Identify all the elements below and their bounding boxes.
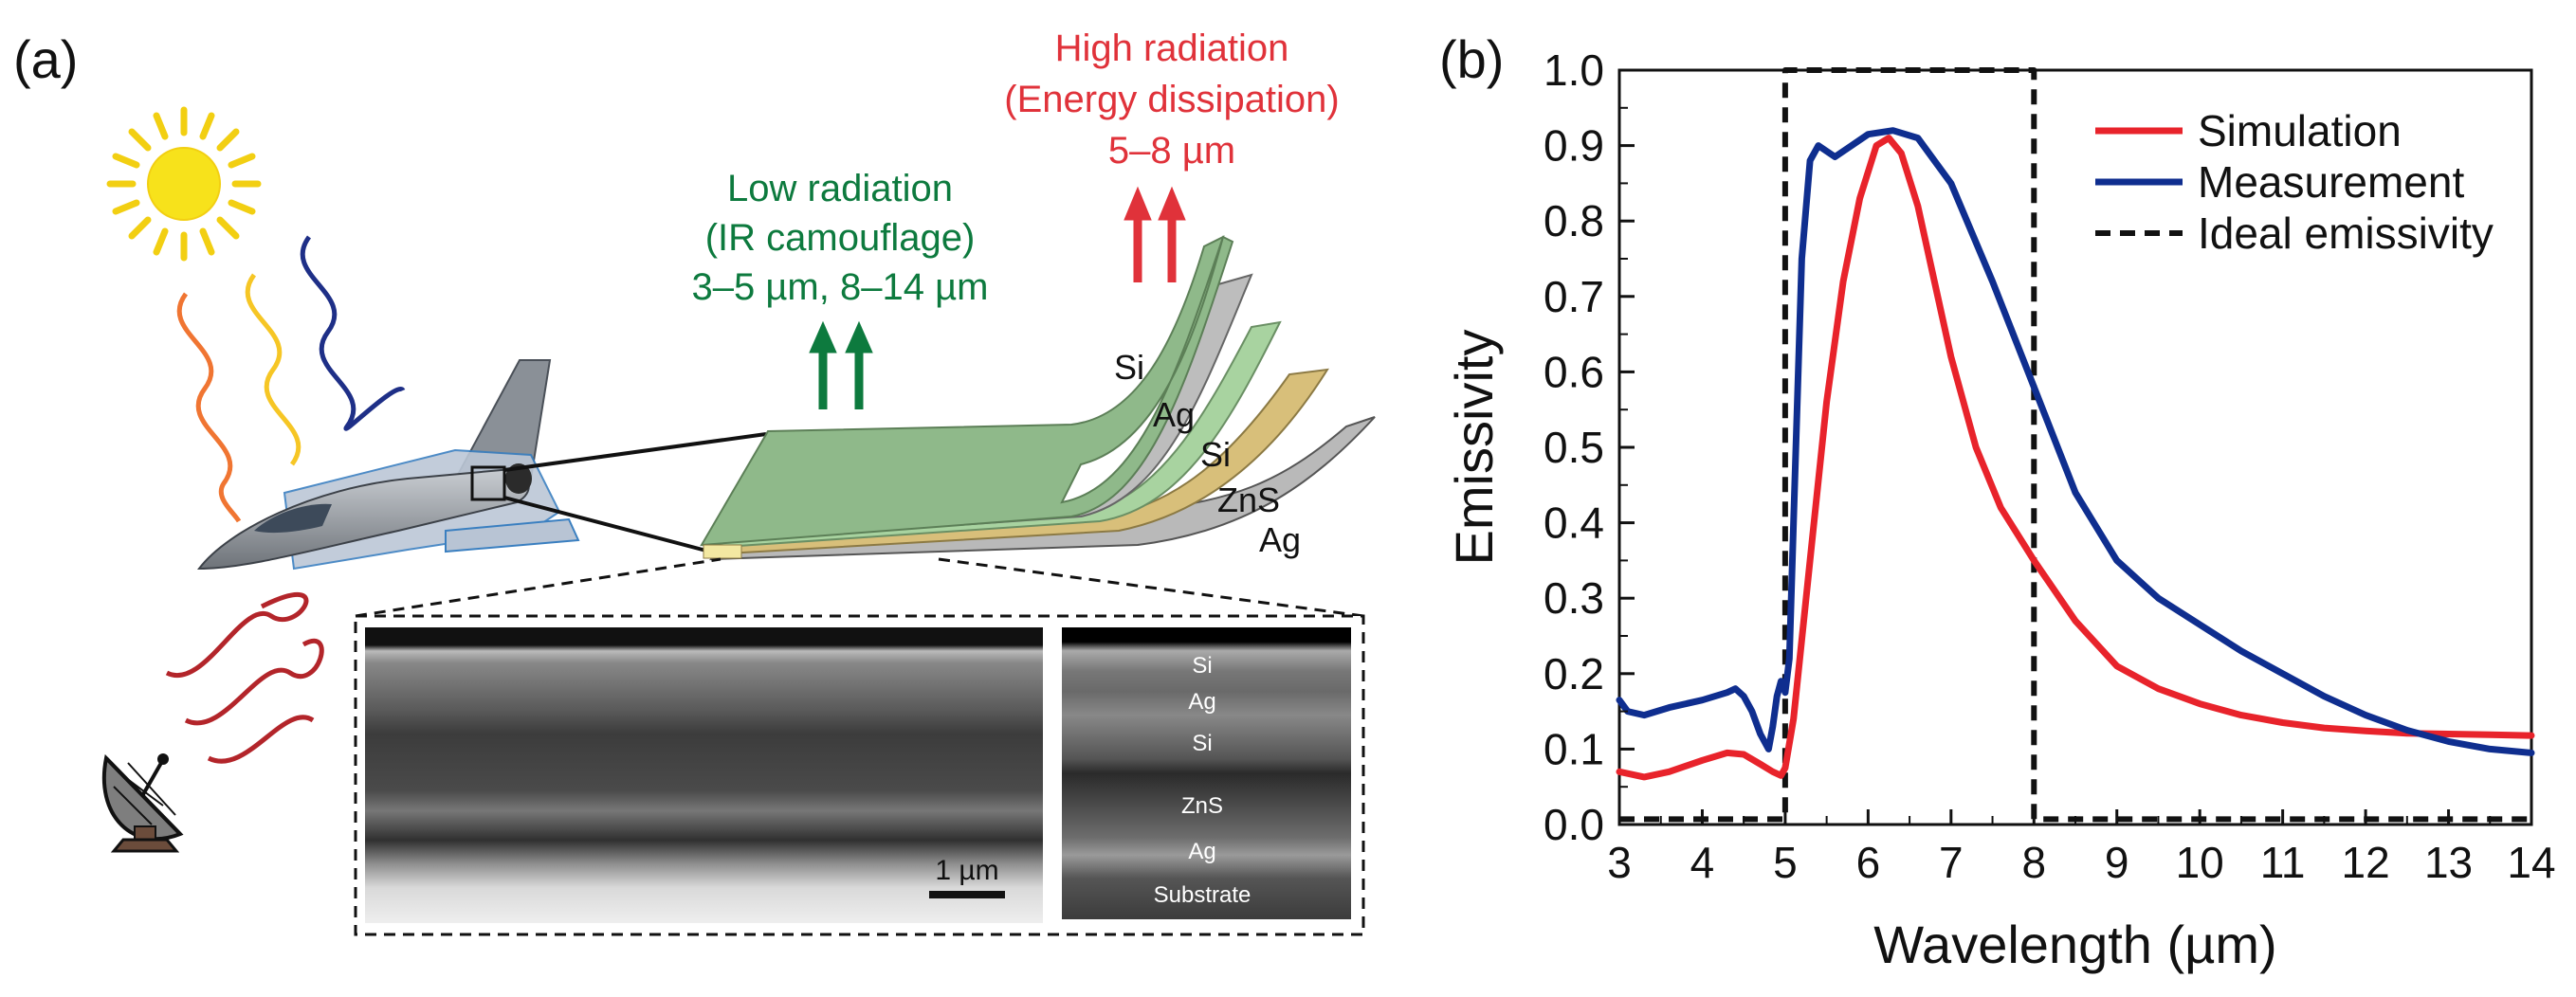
scale-bar: [929, 891, 1005, 898]
y-tick-label: 0.1: [1544, 724, 1604, 773]
scale-bar-label: 1 µm: [935, 855, 998, 886]
sem-label-ag-2: Ag: [1188, 839, 1215, 864]
panel-b: (b) 3 4 5 6 7 8 9 10 11 12 13 14 0.0 0.1 0.2 0.3 0.4 0.5…: [1439, 29, 2556, 974]
wave-red-2: [184, 639, 324, 726]
y-axis-title: Emissivity: [1444, 330, 1504, 566]
x-tick-label: 7: [1939, 838, 1964, 887]
low-radiation-subtitle: (IR camouflage): [705, 217, 976, 259]
legend-label: Measurement: [2198, 157, 2464, 207]
sem-label-ag-1: Ag: [1188, 689, 1215, 715]
legend-label: Ideal emissivity: [2198, 208, 2494, 258]
zoom-line-top: [503, 432, 767, 472]
aircraft-icon: [196, 359, 580, 571]
high-radiation-subtitle: (Energy dissipation): [1004, 79, 1340, 120]
emissivity-chart: 3 4 5 6 7 8 9 10 11 12 13 14 0.00.10.20.30.40.50.60…: [1444, 45, 2556, 974]
series-measurement: [1616, 127, 2535, 756]
x-tick-label: 12: [2342, 838, 2390, 887]
high-radiation-arrows: [1124, 186, 1186, 282]
sem-image-wide: [365, 627, 1043, 923]
sem-label-si-1: Si: [1192, 653, 1212, 679]
y-tick-label: 0.6: [1544, 347, 1604, 396]
wave-orange: [176, 292, 242, 523]
x-tick-label: 3: [1607, 838, 1632, 887]
multilayer-stack: [700, 235, 1376, 561]
series-simulation: [1616, 135, 2535, 781]
x-tick-label: 14: [2507, 838, 2555, 887]
x-tick-label: 5: [1773, 838, 1798, 887]
sem-image-zoom: [1062, 627, 1351, 919]
sem-label-si-2: Si: [1192, 731, 1212, 756]
y-tick-label: 0.2: [1544, 649, 1604, 698]
series-layer: [1616, 67, 2535, 823]
x-tick-label: 11: [2260, 838, 2306, 887]
high-radiation-title: High radiation: [1055, 27, 1289, 69]
x-axis-ticks: 3 4 5 6 7 8 9 10 11 12 13 14: [1607, 809, 2556, 887]
low-radiation-arrows: [809, 320, 873, 409]
high-radiation-bands: 5–8 µm: [1108, 130, 1235, 172]
wave-navy: [300, 235, 406, 431]
y-axis-ticks: 0.0 0.1 0.2 0.3 0.4 0.5 0.6 0.7 0.8 0.9 1.0: [1544, 45, 1635, 849]
wave-red-3: [207, 715, 315, 764]
sem-label-zns: ZnS: [1181, 793, 1223, 819]
sem-label-substrate: Substrate: [1154, 882, 1251, 908]
y-tick-label: 0.3: [1544, 573, 1604, 623]
sem-inset: 1 µm Si Ag Si ZnS Ag Substrate: [354, 557, 1365, 936]
wave-yellow: [245, 273, 301, 466]
y-tick-label: 0.7: [1544, 272, 1604, 321]
x-axis-title: Wavelength (µm): [1873, 915, 2276, 974]
x-tick-label: 9: [2105, 838, 2129, 887]
x-tick-label: 6: [1856, 838, 1881, 887]
layer-label-si-top: Si: [1114, 348, 1144, 387]
y-tick-label: 0.8: [1544, 196, 1604, 245]
layer-label-zns: ZnS: [1217, 480, 1280, 519]
layer-label-ag-1: Ag: [1153, 395, 1195, 434]
series-ideal-emissivity: [1619, 67, 2531, 823]
low-radiation-bands: 3–5 µm, 8–14 µm: [692, 266, 989, 308]
y-tick-label: 1.0: [1544, 45, 1604, 95]
x-tick-label: 8: [2021, 838, 2046, 887]
radar-dish-icon: [101, 753, 184, 853]
panel-b-label: (b): [1439, 29, 1504, 89]
sun-icon: [106, 106, 262, 262]
y-tick-label: 0.0: [1544, 800, 1604, 849]
y-tick-label: 0.9: [1544, 121, 1604, 171]
layer-label-si-2: Si: [1200, 435, 1231, 474]
wave-red-1: [165, 592, 309, 679]
layer-label-ag-2: Ag: [1259, 520, 1301, 559]
x-tick-label: 13: [2424, 838, 2473, 887]
legend-label: Simulation: [2198, 106, 2402, 155]
y-tick-label: 0.4: [1544, 498, 1604, 548]
low-radiation-title: Low radiation: [727, 168, 953, 209]
x-tick-label: 10: [2176, 838, 2224, 887]
panel-a-label: (a): [13, 29, 78, 89]
y-tick-label: 0.5: [1544, 423, 1604, 472]
panel-a: (a): [13, 27, 1376, 936]
x-tick-label: 4: [1690, 838, 1715, 887]
zoom-line-bottom: [503, 496, 722, 556]
